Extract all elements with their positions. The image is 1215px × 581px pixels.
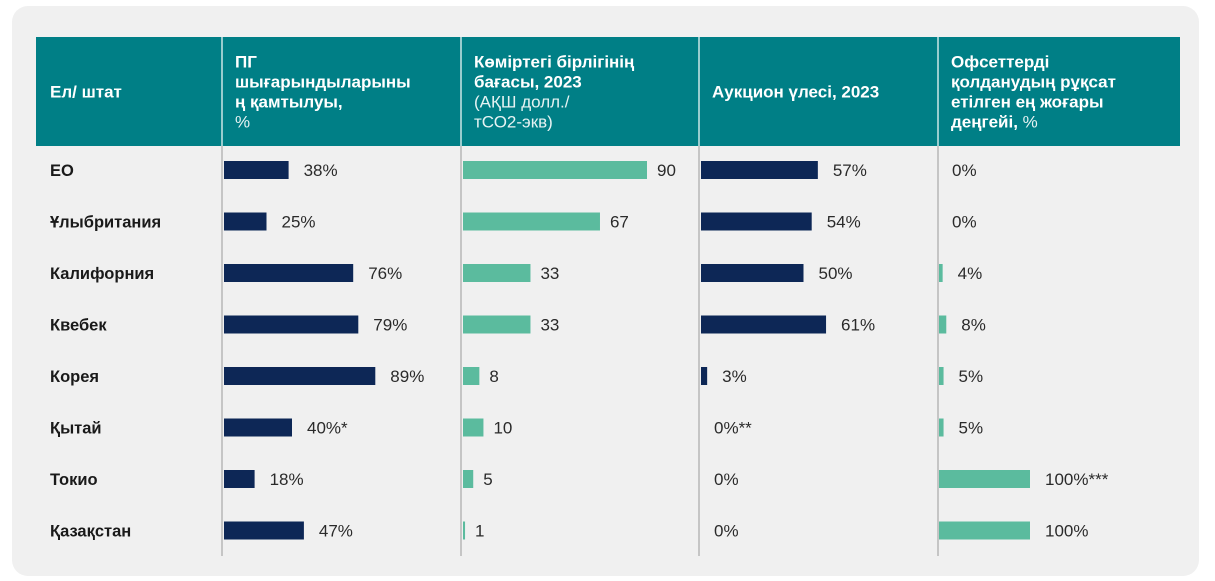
bar-auction	[701, 367, 708, 385]
column-header-country: Ел/ штат	[50, 83, 122, 102]
value-label-offset: 4%	[958, 264, 983, 283]
bar-auction	[701, 161, 818, 179]
bar-offset	[939, 315, 947, 334]
bar-price	[463, 212, 600, 231]
bar-offset	[939, 264, 943, 282]
value-label-offset: 0%	[952, 161, 977, 180]
column-header-coverage: ПГ	[235, 53, 257, 72]
value-label-offset: 100%	[1045, 522, 1088, 541]
bar-coverage	[224, 367, 376, 385]
bar-coverage	[224, 470, 255, 488]
value-label-auction: 0%**	[714, 419, 752, 438]
bar-coverage	[224, 264, 354, 282]
value-label-coverage: 18%	[270, 470, 304, 489]
column-header-auction: Аукцион үлесі, 2023	[712, 83, 879, 102]
value-label-auction: 0%	[714, 522, 739, 541]
value-label-price: 67	[610, 213, 629, 232]
value-label-auction: 0%	[714, 470, 739, 489]
value-label-coverage: 40%*	[307, 419, 348, 438]
value-label-price: 33	[540, 264, 559, 283]
value-label-auction: 61%	[841, 316, 875, 335]
value-label-offset: 5%	[959, 367, 984, 386]
bar-coverage	[224, 212, 267, 231]
value-label-coverage: 38%	[304, 161, 338, 180]
value-label-coverage: 76%	[368, 264, 402, 283]
value-label-coverage: 25%	[282, 213, 316, 232]
column-header-offset: етілген ең жоғары	[951, 93, 1104, 112]
value-label-offset: 0%	[952, 213, 977, 232]
value-label-offset: 100%***	[1045, 470, 1109, 489]
value-label-auction: 50%	[819, 264, 853, 283]
row-label-country: Қазақстан	[50, 523, 131, 541]
bar-coverage	[224, 418, 292, 437]
column-header-coverage-unit: %	[235, 113, 250, 132]
bar-offset	[939, 367, 944, 385]
value-label-price: 10	[493, 419, 512, 438]
bar-price	[463, 418, 484, 437]
column-header-coverage: ң қамтылуы,	[235, 93, 343, 112]
column-header-offset: деңгейі, %	[951, 113, 1038, 132]
value-label-auction: 54%	[827, 213, 861, 232]
bar-price	[463, 315, 531, 334]
column-header-price: бағасы, 2023	[474, 73, 582, 92]
row-label-country: Корея	[50, 368, 99, 386]
value-label-price: 33	[540, 316, 559, 335]
value-label-auction: 3%	[722, 367, 747, 386]
column-header-price-unit: (АҚШ долл./	[474, 93, 570, 112]
row-label-country: Ұлыбритания	[50, 214, 161, 232]
value-label-price: 90	[657, 161, 676, 180]
bar-auction	[701, 315, 827, 334]
column-header-price-unit: тСО2-экв)	[474, 113, 553, 132]
bar-price	[463, 521, 466, 540]
bar-offset	[939, 470, 1030, 488]
bar-auction	[701, 212, 812, 231]
bar-coverage	[224, 315, 359, 334]
bar-coverage	[224, 161, 289, 179]
column-header-unit: %	[1018, 113, 1038, 132]
row-label-country: ЕО	[50, 162, 74, 180]
value-label-price: 8	[489, 367, 498, 386]
row-label-country: Калифорния	[50, 265, 154, 283]
bar-price	[463, 470, 474, 488]
column-header-price: Көміртегі бірлігінің	[474, 53, 635, 72]
value-label-coverage: 47%	[319, 522, 353, 541]
bar-price	[463, 161, 647, 179]
bar-offset	[939, 418, 944, 437]
header-background	[36, 37, 1180, 146]
value-label-price: 5	[483, 470, 492, 489]
row-label-country: Токио	[50, 471, 98, 489]
column-header-offset: Офсеттерді	[951, 53, 1049, 72]
bar-coverage	[224, 521, 304, 540]
bar-offset	[939, 521, 1030, 540]
column-header-offset: қолданудың рұқсат	[951, 73, 1116, 92]
value-label-offset: 5%	[959, 419, 984, 438]
value-label-auction: 57%	[833, 161, 867, 180]
value-label-offset: 8%	[961, 316, 986, 335]
bar-auction	[701, 264, 804, 282]
value-label-price: 1	[475, 522, 484, 541]
value-label-coverage: 89%	[390, 367, 424, 386]
row-label-country: Квебек	[50, 317, 107, 335]
row-label-country: Қытай	[50, 420, 102, 438]
value-label-coverage: 79%	[373, 316, 407, 335]
column-header-coverage: шығарындыларыны	[235, 73, 411, 92]
bar-price	[463, 264, 531, 282]
bar-price	[463, 367, 480, 385]
